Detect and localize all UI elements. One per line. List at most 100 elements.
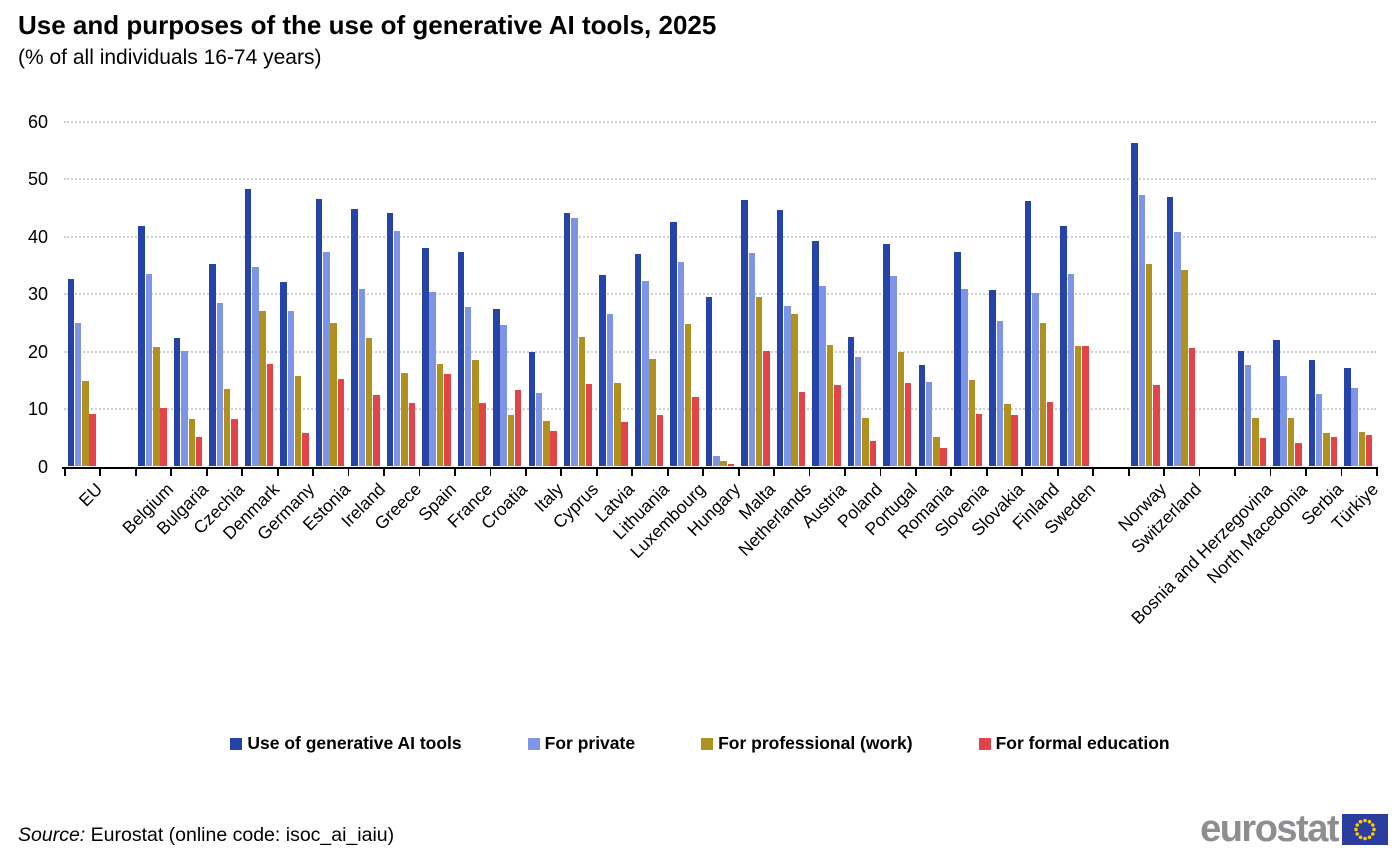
- axis-tick: [985, 468, 988, 476]
- axis-tick: [276, 468, 279, 476]
- legend-label: For formal education: [995, 733, 1170, 753]
- axis-tick: [205, 468, 208, 476]
- axis-tick: [1305, 468, 1307, 476]
- axis-tick: [383, 468, 385, 476]
- legend-label: Use of generative AI tools: [247, 733, 462, 753]
- bar: [869, 440, 877, 467]
- bar: [337, 378, 345, 467]
- bar: [713, 456, 720, 467]
- bar: [1358, 432, 1366, 467]
- bar: [457, 251, 465, 467]
- axis-tick: [1340, 468, 1343, 476]
- bar: [1166, 196, 1174, 467]
- bar: [138, 225, 145, 467]
- bar: [989, 290, 996, 467]
- bar: [393, 231, 401, 467]
- bar: [464, 307, 472, 467]
- bar: [791, 314, 798, 467]
- y-axis-label: 0: [37, 456, 48, 477]
- bar: [1295, 442, 1302, 467]
- bar: [1252, 417, 1259, 467]
- bar: [1039, 322, 1047, 467]
- bar: [1032, 293, 1039, 467]
- bar: [195, 437, 203, 467]
- bar: [401, 373, 408, 467]
- bar: [621, 421, 628, 467]
- bar: [670, 221, 677, 467]
- bar: [1074, 346, 1082, 467]
- axis-tick: [950, 468, 953, 476]
- bar: [252, 266, 259, 467]
- bar: [493, 309, 500, 467]
- source-text: Eurostat (online code: isoc_ai_iaiu): [90, 824, 395, 846]
- bar: [1060, 225, 1067, 467]
- bar: [763, 351, 770, 467]
- bar: [1181, 270, 1188, 467]
- axis-tick: [1163, 468, 1166, 476]
- bar: [634, 254, 642, 467]
- bar: [1046, 401, 1054, 467]
- eu-flag-icon: [1342, 813, 1388, 845]
- bar: [784, 306, 791, 467]
- bar: [259, 310, 266, 467]
- bar: [1280, 376, 1287, 467]
- bar: [614, 382, 621, 467]
- gridline: [64, 408, 1376, 411]
- axis-tick: [170, 468, 173, 476]
- legend-swatch: [978, 737, 991, 750]
- bar: [160, 407, 167, 467]
- bar: [918, 365, 926, 467]
- gridline: [64, 235, 1376, 238]
- bar: [578, 336, 586, 467]
- axis-tick: [844, 468, 846, 476]
- bar: [571, 218, 578, 467]
- bar: [649, 359, 656, 467]
- bar: [890, 275, 897, 467]
- axis-tick: [1269, 468, 1272, 476]
- bar: [365, 337, 373, 467]
- axis-tick: [418, 468, 421, 476]
- bar: [599, 274, 606, 467]
- bar: [968, 379, 976, 467]
- axis-tick: [1234, 468, 1236, 476]
- bar: [1131, 143, 1138, 467]
- bar: [1188, 348, 1196, 467]
- bar: [834, 384, 841, 467]
- axis-tick: [64, 468, 66, 476]
- bar: [231, 418, 238, 467]
- axis-tick: [312, 468, 314, 476]
- bar: [1287, 417, 1295, 467]
- axis-tick: [524, 468, 527, 476]
- source-line: Source: Eurostat (online code: isoc_ai_i…: [18, 824, 394, 847]
- axis-tick: [1056, 468, 1059, 476]
- axis-tick: [879, 468, 882, 476]
- chart-subtitle: (% of all individuals 16-74 years): [18, 46, 322, 69]
- y-axis-label: 10: [27, 399, 48, 420]
- bar: [266, 364, 274, 467]
- bar: [315, 198, 323, 467]
- axis-tick: [560, 468, 563, 476]
- axis-tick: [808, 468, 811, 476]
- bar: [244, 188, 252, 467]
- bar: [358, 288, 365, 467]
- bar: [1174, 232, 1181, 467]
- bar: [684, 323, 692, 467]
- bar: [862, 418, 869, 467]
- bar: [854, 356, 862, 467]
- bar: [656, 414, 664, 467]
- y-axis-label: 20: [27, 341, 48, 362]
- bar: [479, 403, 486, 467]
- bar: [755, 297, 763, 467]
- bar: [1082, 346, 1089, 467]
- legend-item: For professional (work): [701, 733, 913, 754]
- bar: [373, 395, 380, 467]
- axis-tick: [1127, 468, 1130, 476]
- bar: [847, 336, 855, 467]
- legend-swatch: [701, 737, 714, 750]
- axis-tick: [134, 468, 137, 476]
- bar: [1004, 403, 1011, 467]
- bar: [386, 213, 394, 467]
- chart-title: Use and purposes of the use of generativ…: [18, 10, 717, 40]
- bar: [925, 381, 933, 467]
